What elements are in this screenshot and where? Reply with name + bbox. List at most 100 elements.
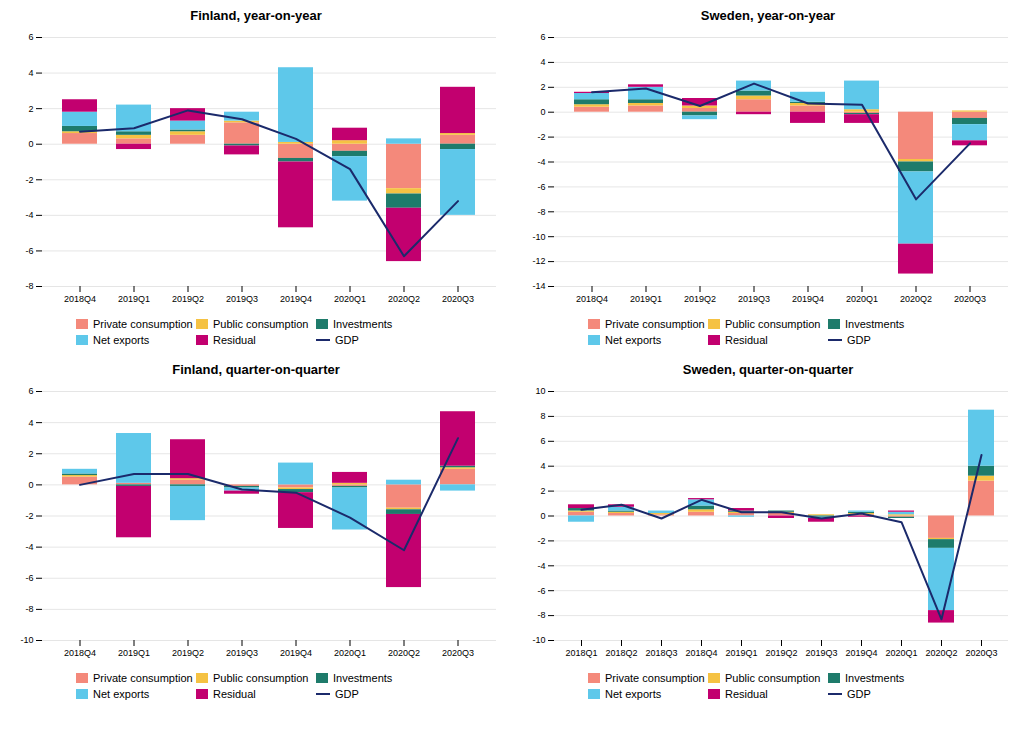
html-text:GDP: GDP xyxy=(335,688,359,700)
svg-text:2020Q2: 2020Q2 xyxy=(388,294,420,304)
svg-text:2019Q4: 2019Q4 xyxy=(845,648,877,658)
html-text:Sweden, year-on-year: Sweden, year-on-year xyxy=(700,8,836,23)
svg-text:2019Q2: 2019Q2 xyxy=(172,294,204,304)
html-text:Residual: Residual xyxy=(213,334,256,346)
html-text:Investments: Investments xyxy=(333,318,393,330)
svg-text:-2: -2 xyxy=(25,511,33,521)
svg-text:-6: -6 xyxy=(537,586,545,596)
svg-text:2018Q3: 2018Q3 xyxy=(645,648,677,658)
svg-text:-6: -6 xyxy=(25,246,33,256)
html-text:Net exports: Net exports xyxy=(605,334,662,346)
html-text:Net exports: Net exports xyxy=(93,688,150,700)
svg-text:2018Q4: 2018Q4 xyxy=(64,648,96,658)
html-text:GDP: GDP xyxy=(847,334,871,346)
svg-text:-10: -10 xyxy=(532,232,545,242)
svg-text:2019Q3: 2019Q3 xyxy=(738,294,770,304)
svg-text:2: 2 xyxy=(540,82,545,92)
html-text:Investments: Investments xyxy=(333,672,393,684)
svg-text:-2: -2 xyxy=(537,536,545,546)
html-text:Residual: Residual xyxy=(213,688,256,700)
svg-text:2018Q4: 2018Q4 xyxy=(64,294,96,304)
svg-text:2019Q4: 2019Q4 xyxy=(280,648,312,658)
svg-text:-10: -10 xyxy=(20,635,33,645)
svg-text:2020Q2: 2020Q2 xyxy=(388,648,420,658)
svg-text:0: 0 xyxy=(28,139,33,149)
svg-text:6: 6 xyxy=(28,32,33,42)
svg-text:2019Q3: 2019Q3 xyxy=(226,294,258,304)
svg-text:-8: -8 xyxy=(537,207,545,217)
svg-text:2020Q3: 2020Q3 xyxy=(442,648,474,658)
svg-text:2020Q3: 2020Q3 xyxy=(954,294,986,304)
svg-text:10: 10 xyxy=(535,386,545,396)
svg-text:2020Q2: 2020Q2 xyxy=(925,648,957,658)
svg-text:2020Q2: 2020Q2 xyxy=(900,294,932,304)
svg-text:-14: -14 xyxy=(532,281,545,291)
html-text:Public consumption: Public consumption xyxy=(725,672,821,684)
html-text:Private consumption: Private consumption xyxy=(605,318,705,330)
svg-text:2: 2 xyxy=(28,104,33,114)
svg-text:-12: -12 xyxy=(532,256,545,266)
svg-text:-4: -4 xyxy=(25,210,33,220)
svg-text:8: 8 xyxy=(540,411,545,421)
html-text:Residual: Residual xyxy=(725,334,768,346)
svg-text:2020Q1: 2020Q1 xyxy=(334,648,366,658)
svg-text:-8: -8 xyxy=(537,610,545,620)
svg-text:2018Q2: 2018Q2 xyxy=(605,648,637,658)
svg-text:6: 6 xyxy=(540,32,545,42)
svg-text:2020Q1: 2020Q1 xyxy=(885,648,917,658)
html-text:Public consumption: Public consumption xyxy=(213,672,309,684)
svg-text:-4: -4 xyxy=(25,542,33,552)
html-text:Net exports: Net exports xyxy=(605,688,662,700)
svg-text:2019Q2: 2019Q2 xyxy=(684,294,716,304)
svg-text:2018Q1: 2018Q1 xyxy=(565,648,597,658)
svg-text:-2: -2 xyxy=(537,132,545,142)
svg-text:6: 6 xyxy=(28,386,33,396)
svg-text:2019Q1: 2019Q1 xyxy=(118,648,150,658)
html-text:Sweden, quarter-on-quarter: Sweden, quarter-on-quarter xyxy=(682,362,854,377)
html-text:Investments: Investments xyxy=(845,318,905,330)
html-text:Finland, quarter-on-quarter: Finland, quarter-on-quarter xyxy=(172,362,340,377)
svg-text:4: 4 xyxy=(28,68,33,78)
svg-text:2018Q4: 2018Q4 xyxy=(685,648,717,658)
svg-text:2020Q3: 2020Q3 xyxy=(442,294,474,304)
html-text:GDP: GDP xyxy=(335,334,359,346)
svg-text:2020Q1: 2020Q1 xyxy=(846,294,878,304)
svg-text:-6: -6 xyxy=(25,573,33,583)
svg-text:2019Q3: 2019Q3 xyxy=(805,648,837,658)
svg-text:2018Q4: 2018Q4 xyxy=(576,294,608,304)
svg-text:-6: -6 xyxy=(537,182,545,192)
svg-text:-8: -8 xyxy=(25,604,33,614)
svg-text:0: 0 xyxy=(540,511,545,521)
svg-text:2019Q1: 2019Q1 xyxy=(630,294,662,304)
html-text:Net exports: Net exports xyxy=(93,334,150,346)
svg-text:2019Q2: 2019Q2 xyxy=(172,648,204,658)
svg-text:2020Q1: 2020Q1 xyxy=(334,294,366,304)
svg-text:-4: -4 xyxy=(537,561,545,571)
html-text:Public consumption: Public consumption xyxy=(213,318,309,330)
svg-text:-8: -8 xyxy=(25,281,33,291)
html-text:Investments: Investments xyxy=(845,672,905,684)
svg-text:-4: -4 xyxy=(537,157,545,167)
svg-text:2019Q4: 2019Q4 xyxy=(280,294,312,304)
html-text:Private consumption: Private consumption xyxy=(93,672,193,684)
svg-text:2: 2 xyxy=(540,486,545,496)
html-text:Private consumption: Private consumption xyxy=(93,318,193,330)
svg-text:2019Q1: 2019Q1 xyxy=(118,294,150,304)
svg-text:-10: -10 xyxy=(532,635,545,645)
html-text:Private consumption: Private consumption xyxy=(605,672,705,684)
svg-text:2019Q2: 2019Q2 xyxy=(765,648,797,658)
svg-text:4: 4 xyxy=(540,461,545,471)
svg-text:4: 4 xyxy=(28,418,33,428)
html-text:Public consumption: Public consumption xyxy=(725,318,821,330)
svg-text:2019Q1: 2019Q1 xyxy=(725,648,757,658)
svg-text:2019Q4: 2019Q4 xyxy=(792,294,824,304)
svg-text:4: 4 xyxy=(540,57,545,67)
svg-text:-2: -2 xyxy=(25,175,33,185)
svg-text:2020Q3: 2020Q3 xyxy=(965,648,997,658)
svg-text:0: 0 xyxy=(540,107,545,117)
svg-text:2019Q3: 2019Q3 xyxy=(226,648,258,658)
svg-text:6: 6 xyxy=(540,436,545,446)
html-text:Finland, year-on-year: Finland, year-on-year xyxy=(190,8,322,23)
svg-text:0: 0 xyxy=(28,480,33,490)
svg-text:2: 2 xyxy=(28,449,33,459)
